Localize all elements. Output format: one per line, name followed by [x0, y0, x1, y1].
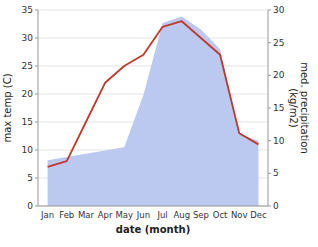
x-tick-label: Mar — [78, 210, 95, 220]
y2-tick-label: 0 — [273, 201, 279, 211]
y2-tick — [268, 42, 271, 43]
y2-tick — [268, 206, 271, 207]
y2-tick — [268, 140, 271, 141]
x-axis-line — [38, 206, 268, 207]
axes: 0 5 10 15 20 25 30 35 0 5 10 15 20 25 30 Jan Feb MarAprMa… — [22, 5, 285, 220]
x-tick-label: Dec — [250, 210, 267, 220]
y-tick-label: 15 — [22, 117, 33, 127]
x-tick-label: Feb — [59, 210, 74, 220]
chart-container: 0 5 10 15 20 25 30 35 0 5 10 15 20 25 30 Jan Feb MarAprMa… — [0, 0, 318, 247]
y-axis-label: max temp (C) — [2, 73, 13, 142]
x-tick-label: Aug — [173, 210, 190, 220]
y2-tick-label: 30 — [273, 5, 285, 15]
y2-tick-label: 20 — [273, 70, 285, 80]
y-tick — [35, 122, 38, 123]
y-tick-label: 35 — [22, 5, 33, 15]
x-tick-label: Jun — [136, 210, 150, 220]
y-tick — [35, 150, 38, 151]
y-tick — [35, 178, 38, 179]
y-tick-label: 20 — [22, 89, 34, 99]
temp-line — [48, 21, 259, 167]
x-tick-label: Sep — [193, 210, 209, 220]
y-tick — [35, 10, 38, 11]
y-tick-label: 25 — [22, 61, 33, 71]
y2-tick-label: 15 — [273, 103, 284, 113]
precip-area — [48, 17, 259, 206]
x-axis-label: date (month) — [116, 224, 190, 235]
y-tick-label: 30 — [22, 33, 34, 43]
y2-tick-label: 5 — [273, 168, 279, 178]
y-tick — [35, 94, 38, 95]
y2-axis-label-line: (kg/m2) — [288, 88, 299, 128]
y2-tick — [268, 108, 271, 109]
y2-tick — [268, 75, 271, 76]
x-tick-label: May — [115, 210, 133, 220]
y-tick — [35, 206, 38, 207]
x-tick-label: Oct — [213, 210, 228, 220]
chart-svg: 0 5 10 15 20 25 30 35 0 5 10 15 20 25 30 Jan Feb MarAprMa… — [0, 0, 318, 247]
x-tick-label: Jul — [156, 210, 167, 220]
grid-line — [38, 38, 268, 39]
x-tick-label: Jan — [40, 210, 54, 220]
y-tick-label: 0 — [27, 201, 33, 211]
y2-axis-label: med. precipitation(kg/m2) — [288, 62, 311, 154]
y-axis-line — [38, 10, 39, 206]
x-tick-label: Apr — [98, 210, 113, 220]
x-tick-label: Nov — [231, 210, 248, 220]
y-tick — [35, 66, 38, 67]
grid-line — [38, 10, 268, 11]
grid-line — [38, 206, 268, 207]
y-tick — [35, 38, 38, 39]
y-tick-label: 5 — [27, 173, 33, 183]
y-tick-label: 10 — [22, 145, 34, 155]
plot-area — [48, 17, 259, 206]
y2-tick-label: 25 — [273, 38, 284, 48]
y2-axis-label-line: med. precipitation — [299, 62, 310, 154]
y2-tick — [268, 10, 271, 11]
y2-tick — [268, 173, 271, 174]
y2-tick-label: 10 — [273, 136, 285, 146]
grid — [38, 10, 268, 206]
